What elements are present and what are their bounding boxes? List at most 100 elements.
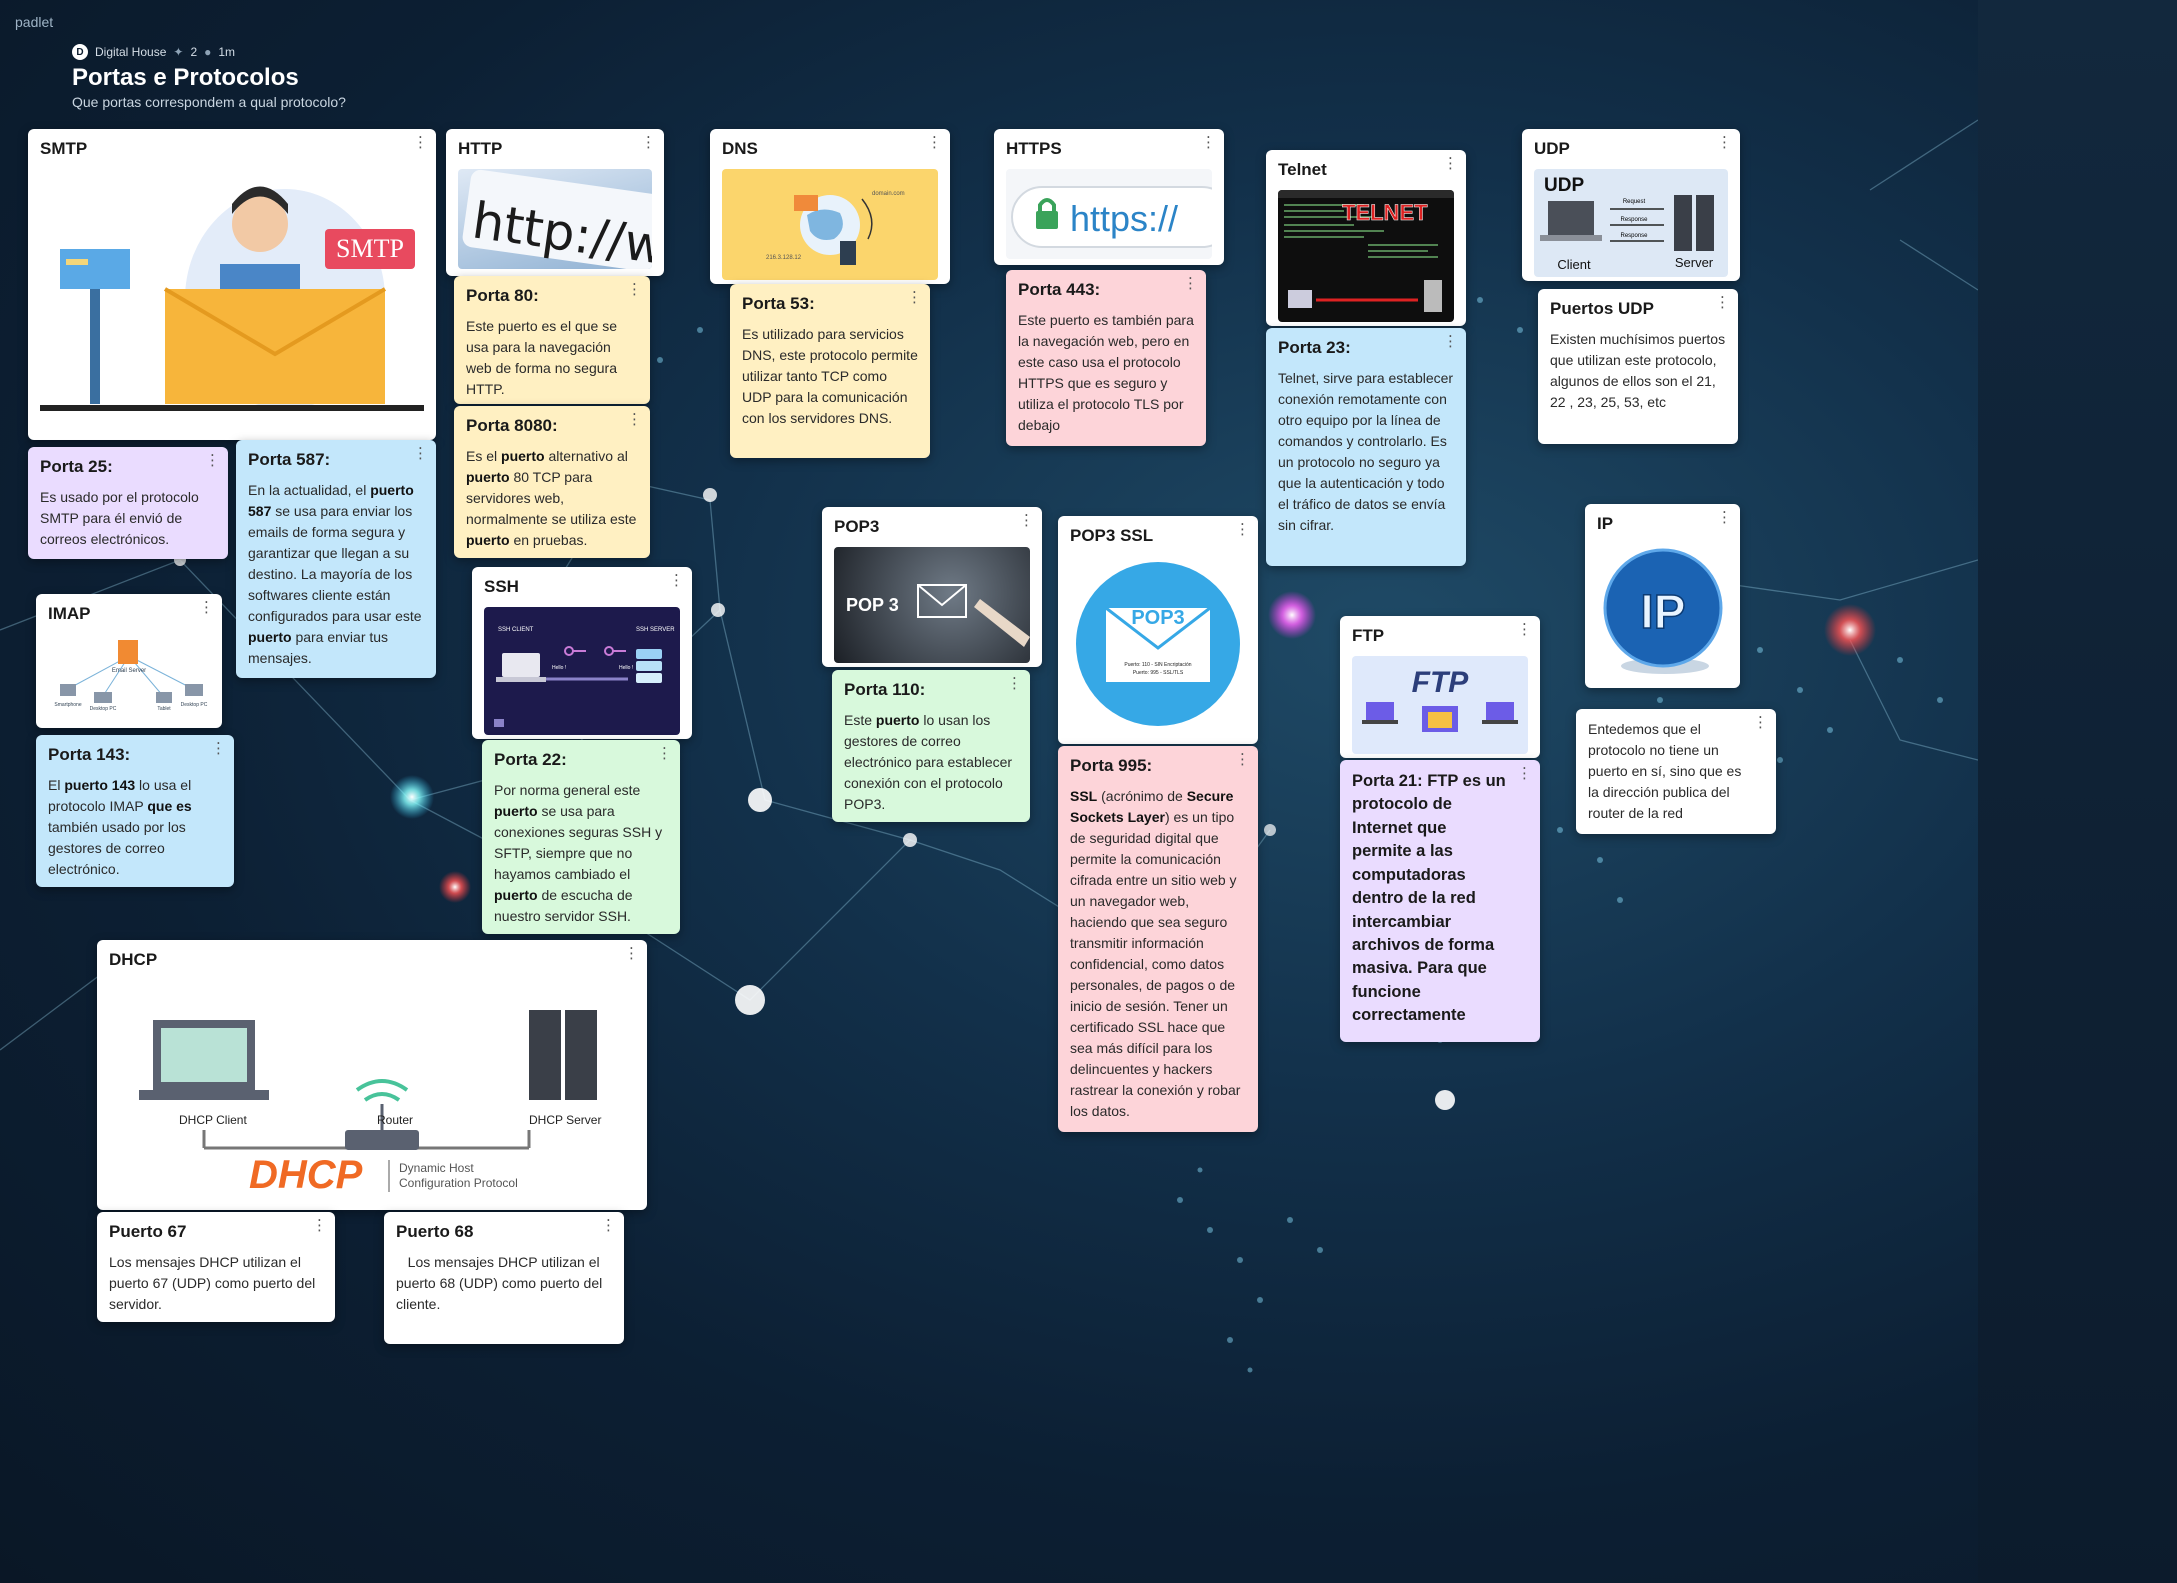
more-icon[interactable]: ⋮ (413, 445, 428, 462)
post-ssh[interactable]: ⋮ SSH SSH CLIENT SSH SERVER Hello ! Hell… (472, 567, 692, 739)
server-icon (529, 1010, 597, 1100)
more-icon[interactable]: ⋮ (1717, 134, 1732, 151)
svg-text:Router: Router (377, 1113, 413, 1127)
more-icon[interactable]: ⋮ (1753, 714, 1768, 731)
post-porta-443[interactable]: ⋮ Porta 443: Este puerto es también para… (1006, 270, 1206, 446)
page-subtitle: Que portas correspondem a qual protocolo… (72, 94, 346, 110)
post-ip-note[interactable]: ⋮ Entedemos que el protocolo no tiene un… (1576, 709, 1776, 834)
more-icon[interactable]: ⋮ (211, 740, 226, 757)
post-puerto-67[interactable]: ⋮ Puerto 67 Los mensajes DHCP utilizan e… (97, 1212, 335, 1322)
post-title: Telnet (1278, 160, 1327, 179)
more-icon[interactable]: ⋮ (669, 572, 684, 589)
laptop-icon (1482, 702, 1518, 724)
globe-icon (1605, 550, 1721, 666)
more-icon[interactable]: ⋮ (199, 599, 214, 616)
post-ftp[interactable]: ⋮ FTP FTP (1340, 616, 1540, 758)
post-body: Este puerto es el que se usa para la nav… (466, 318, 617, 397)
svg-text:https://: https:// (1070, 198, 1178, 239)
svg-text:domain.com: domain.com (872, 191, 905, 197)
svg-text:SSH SERVER: SSH SERVER (636, 627, 675, 633)
post-title: Porta 8080: (466, 416, 558, 435)
post-udp[interactable]: ⋮ UDP UDP Request Response Response Clie… (1522, 129, 1740, 281)
more-icon[interactable]: ⋮ (205, 452, 220, 469)
post-porta-80[interactable]: ⋮ Porta 80: Este puerto es el que se usa… (454, 276, 650, 404)
more-icon[interactable]: ⋮ (624, 945, 639, 962)
laptop-icon (1540, 201, 1602, 241)
more-icon[interactable]: ⋮ (1019, 512, 1034, 529)
post-https[interactable]: ⋮ HTTPS https:// (994, 129, 1224, 265)
post-title: HTTPS (1006, 139, 1062, 158)
post-title: Porta 110: (844, 680, 926, 699)
post-body: Por norma general este puerto se usa par… (494, 782, 663, 924)
post-body: Describe brevemente para qué se utiliza. (1352, 1038, 1528, 1042)
server-icon (636, 649, 662, 683)
envelope-icon (165, 289, 385, 404)
more-icon[interactable]: ⋮ (1715, 294, 1730, 311)
post-porta-587[interactable]: ⋮ Porta 587: En la actualidad, el puerto… (236, 440, 436, 678)
more-icon[interactable]: ⋮ (1517, 621, 1532, 638)
post-pop3-ssl[interactable]: ⋮ POP3 SSL POP3 Puerto: 110 - SIN Encrip… (1058, 516, 1258, 744)
svg-text:Configuration Protocol: Configuration Protocol (399, 1176, 518, 1190)
svg-text:Email Server: Email Server (112, 668, 146, 674)
post-body: Es utilizado para servicios DNS, este pr… (742, 326, 918, 426)
post-body: Telnet, sirve para establecer conexión r… (1278, 370, 1454, 533)
smtp-image-label: SMTP (336, 234, 404, 263)
post-porta-53[interactable]: ⋮ Porta 53: Es utilizado para servicios … (730, 284, 930, 458)
svg-text:POP3: POP3 (1131, 607, 1184, 629)
more-icon[interactable]: ⋮ (627, 411, 642, 428)
post-pop3[interactable]: ⋮ POP3 POP 3 (822, 507, 1042, 667)
more-icon[interactable]: ⋮ (1517, 765, 1532, 782)
post-smtp[interactable]: ⋮ SMTP SMTP (28, 129, 436, 440)
svg-text:Smartphone: Smartphone (54, 702, 81, 708)
post-imap[interactable]: ⋮ IMAP Email Server Smartphone Desktop P… (36, 594, 222, 728)
more-icon[interactable]: ⋮ (627, 281, 642, 298)
more-icon[interactable]: ⋮ (657, 745, 672, 762)
owner-name[interactable]: Digital House (95, 45, 167, 59)
more-icon[interactable]: ⋮ (601, 1217, 616, 1234)
post-dhcp[interactable]: ⋮ DHCP DHCP Client Router DHCP Server DH… (97, 940, 647, 1210)
page-header: D Digital House ✦ 2 ● 1m Portas e Protoc… (72, 44, 346, 110)
svg-text:Request: Request (1623, 199, 1646, 205)
more-icon[interactable]: ⋮ (1183, 275, 1198, 292)
avatar[interactable]: D (72, 44, 88, 60)
svg-text:Server: Server (1675, 255, 1714, 270)
more-icon[interactable]: ⋮ (1201, 134, 1216, 151)
telnet-terminal-image: TELNET (1278, 190, 1454, 322)
server-icon (840, 241, 856, 265)
post-telnet[interactable]: ⋮ Telnet TELNET (1266, 150, 1466, 326)
post-porta-25[interactable]: ⋮ Porta 25: Es usado por el protocolo SM… (28, 447, 228, 559)
more-icon[interactable]: ⋮ (1235, 521, 1250, 538)
more-icon[interactable]: ⋮ (1443, 333, 1458, 350)
post-dns[interactable]: ⋮ DNS domain.com 216.3.128.12 (710, 129, 950, 284)
post-title: Porta 53: (742, 294, 815, 313)
more-icon[interactable]: ⋮ (907, 289, 922, 306)
post-puerto-68[interactable]: ⋮ Puerto 68 Los mensajes DHCP utilizan e… (384, 1212, 624, 1344)
side-gutter (1978, 0, 2177, 1583)
padlet-logo[interactable]: padlet (15, 14, 54, 30)
post-porta-143[interactable]: ⋮ Porta 143: El puerto 143 lo usa el pro… (36, 735, 234, 887)
more-icon[interactable]: ⋮ (413, 134, 428, 151)
post-porta-8080[interactable]: ⋮ Porta 8080: Es el puerto alternativo a… (454, 406, 650, 558)
post-title: Porta 443: (1018, 280, 1101, 299)
more-icon[interactable]: ⋮ (1235, 751, 1250, 768)
more-icon[interactable]: ⋮ (1007, 675, 1022, 692)
post-title: Puerto 67 (109, 1222, 187, 1241)
post-puertos-udp[interactable]: ⋮ Puertos UDP Existen muchísimos puertos… (1538, 289, 1738, 444)
post-porta-22[interactable]: ⋮ Porta 22: Por norma general este puert… (482, 740, 680, 934)
post-ip[interactable]: ⋮ IP IP (1585, 504, 1740, 688)
more-icon[interactable]: ⋮ (927, 134, 942, 151)
post-porta-23[interactable]: ⋮ Porta 23: Telnet, sirve para establece… (1266, 328, 1466, 566)
more-icon[interactable]: ⋮ (1443, 155, 1458, 172)
post-title: DNS (722, 139, 758, 158)
svg-text:POP 3: POP 3 (846, 595, 899, 615)
more-icon[interactable]: ⋮ (312, 1217, 327, 1234)
mailbox-icon (60, 249, 130, 289)
post-porta-110[interactable]: ⋮ Porta 110: Este puerto lo usan los ges… (832, 670, 1030, 822)
more-icon[interactable]: ⋮ (641, 134, 656, 151)
post-porta-995[interactable]: ⋮ Porta 995: SSL (acrónimo de Secure Soc… (1058, 746, 1258, 1132)
post-porta-21[interactable]: ⋮ Porta 21: FTP es un protocolo de Inter… (1340, 760, 1540, 1042)
post-http[interactable]: ⋮ HTTP http://ww (446, 129, 664, 276)
more-icon[interactable]: ⋮ (1717, 509, 1732, 526)
svg-text:Response: Response (1620, 233, 1648, 239)
plus-icon: ✦ (173, 45, 184, 59)
